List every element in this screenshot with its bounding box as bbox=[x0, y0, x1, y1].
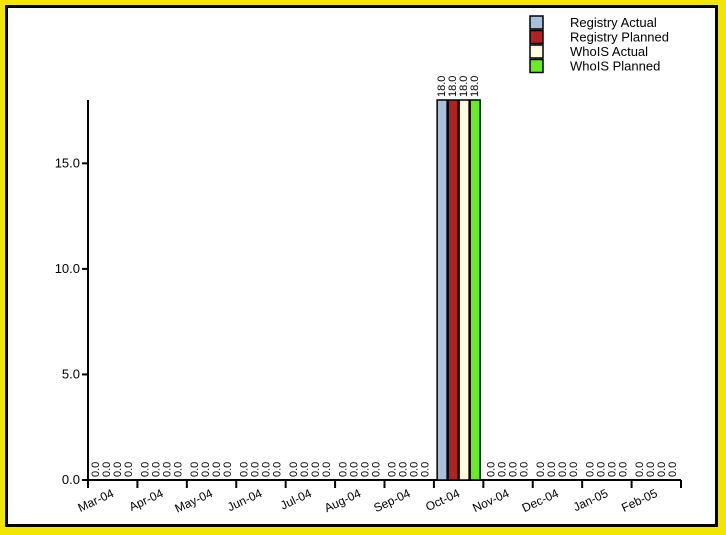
legend-label: Registry Actual bbox=[570, 15, 657, 30]
legend-label: Registry Planned bbox=[570, 30, 669, 45]
bar-value-label: 0.0 bbox=[211, 462, 223, 477]
bar-value-label: 0.0 bbox=[249, 462, 261, 477]
bar-value-label: 0.0 bbox=[288, 462, 300, 477]
bar-value-label: 0.0 bbox=[370, 462, 382, 477]
x-tick-label: Oct-04 bbox=[423, 486, 462, 514]
bar bbox=[447, 99, 459, 481]
x-tick-label: Jul-04 bbox=[278, 486, 314, 513]
bar-value-label: 0.0 bbox=[546, 462, 558, 477]
legend-swatch bbox=[529, 58, 544, 74]
bar-value-label: 0.0 bbox=[557, 462, 569, 477]
bar-value-label: 0.0 bbox=[508, 462, 520, 477]
bar-value-label: 0.0 bbox=[162, 462, 174, 477]
bar-value-label: 0.0 bbox=[337, 462, 349, 477]
y-tick-label: 10.0 bbox=[55, 261, 80, 276]
x-tick-label: Mar-04 bbox=[76, 486, 117, 515]
bar-value-label: 0.0 bbox=[634, 462, 646, 477]
x-tick-label: Sep-04 bbox=[371, 486, 412, 515]
bar-value-label: 0.0 bbox=[656, 462, 668, 477]
bar bbox=[458, 99, 470, 481]
bar-value-label: 0.0 bbox=[101, 462, 113, 477]
bar-value-label: 0.0 bbox=[348, 462, 360, 477]
legend-swatch bbox=[529, 15, 544, 30]
bar-value-label: 0.0 bbox=[321, 462, 333, 477]
bar-value-label: 18.0 bbox=[458, 76, 470, 97]
bar bbox=[436, 99, 448, 481]
bar-value-label: 0.0 bbox=[497, 462, 509, 477]
x-tick-label: Feb-05 bbox=[619, 486, 660, 515]
x-tick-label: May-04 bbox=[173, 486, 215, 516]
bar-value-label: 0.0 bbox=[387, 462, 399, 477]
bar-value-label: 18.0 bbox=[436, 76, 448, 97]
bar-chart: 0.0 5.0 10.0 15.0 Mar-04 Apr-04 May-04 Jun-04 Ju… bbox=[55, 15, 682, 516]
bar-value-label: 0.0 bbox=[667, 462, 679, 477]
x-tick-label: Jun-04 bbox=[225, 486, 264, 514]
bar-value-label: 0.0 bbox=[486, 462, 498, 477]
legend-label: WhoIS Planned bbox=[570, 59, 660, 74]
legend-swatch bbox=[529, 44, 544, 59]
bar-value-label: 0.0 bbox=[189, 462, 201, 477]
bar-value-label: 0.0 bbox=[310, 462, 322, 477]
bar-value-label: 0.0 bbox=[535, 462, 547, 477]
bar-value-label: 0.0 bbox=[271, 462, 283, 477]
bar bbox=[469, 99, 481, 481]
bar-value-label: 0.0 bbox=[140, 462, 152, 477]
bar-value-label: 0.0 bbox=[151, 462, 163, 477]
bar-value-label: 0.0 bbox=[173, 462, 185, 477]
bar-value-label: 0.0 bbox=[420, 462, 432, 477]
x-tick-label: Aug-04 bbox=[322, 486, 363, 515]
bar-value-label: 18.0 bbox=[447, 76, 459, 97]
bar-value-label: 0.0 bbox=[519, 462, 531, 477]
bar-value-label: 0.0 bbox=[222, 462, 234, 477]
bar-value-label: 0.0 bbox=[398, 462, 410, 477]
x-tick-label: Dec-04 bbox=[520, 486, 561, 515]
x-tick-label: Jan-05 bbox=[571, 486, 610, 514]
bar-value-label: 0.0 bbox=[584, 462, 596, 477]
y-tick-label: 15.0 bbox=[55, 155, 80, 170]
y-tick-label: 0.0 bbox=[62, 472, 80, 487]
bar-value-label: 0.0 bbox=[112, 462, 124, 477]
bar-value-label: 0.0 bbox=[595, 462, 607, 477]
bar-value-label: 0.0 bbox=[568, 462, 580, 477]
chart-panel: 0.0 5.0 10.0 15.0 Mar-04 Apr-04 May-04 Jun-04 Ju… bbox=[5, 5, 718, 527]
bar-value-label: 0.0 bbox=[123, 462, 135, 477]
x-tick-label: Nov-04 bbox=[470, 486, 511, 515]
bar-value-label: 0.0 bbox=[90, 462, 102, 477]
bar-value-label: 0.0 bbox=[606, 462, 618, 477]
bar-value-label: 0.0 bbox=[409, 462, 421, 477]
bar-value-label: 0.0 bbox=[238, 462, 250, 477]
legend-label: WhoIS Actual bbox=[570, 44, 648, 59]
bar-value-label: 0.0 bbox=[617, 462, 629, 477]
bar-value-label: 18.0 bbox=[469, 76, 481, 97]
bar-value-label: 0.0 bbox=[260, 462, 272, 477]
bar-value-label: 0.0 bbox=[200, 462, 212, 477]
bar-value-label: 0.0 bbox=[359, 462, 371, 477]
bar-value-label: 0.0 bbox=[645, 462, 657, 477]
bar-value-label: 0.0 bbox=[299, 462, 311, 477]
y-tick-label: 5.0 bbox=[62, 366, 80, 381]
legend-swatch bbox=[529, 29, 544, 45]
x-tick-label: Apr-04 bbox=[127, 486, 166, 514]
